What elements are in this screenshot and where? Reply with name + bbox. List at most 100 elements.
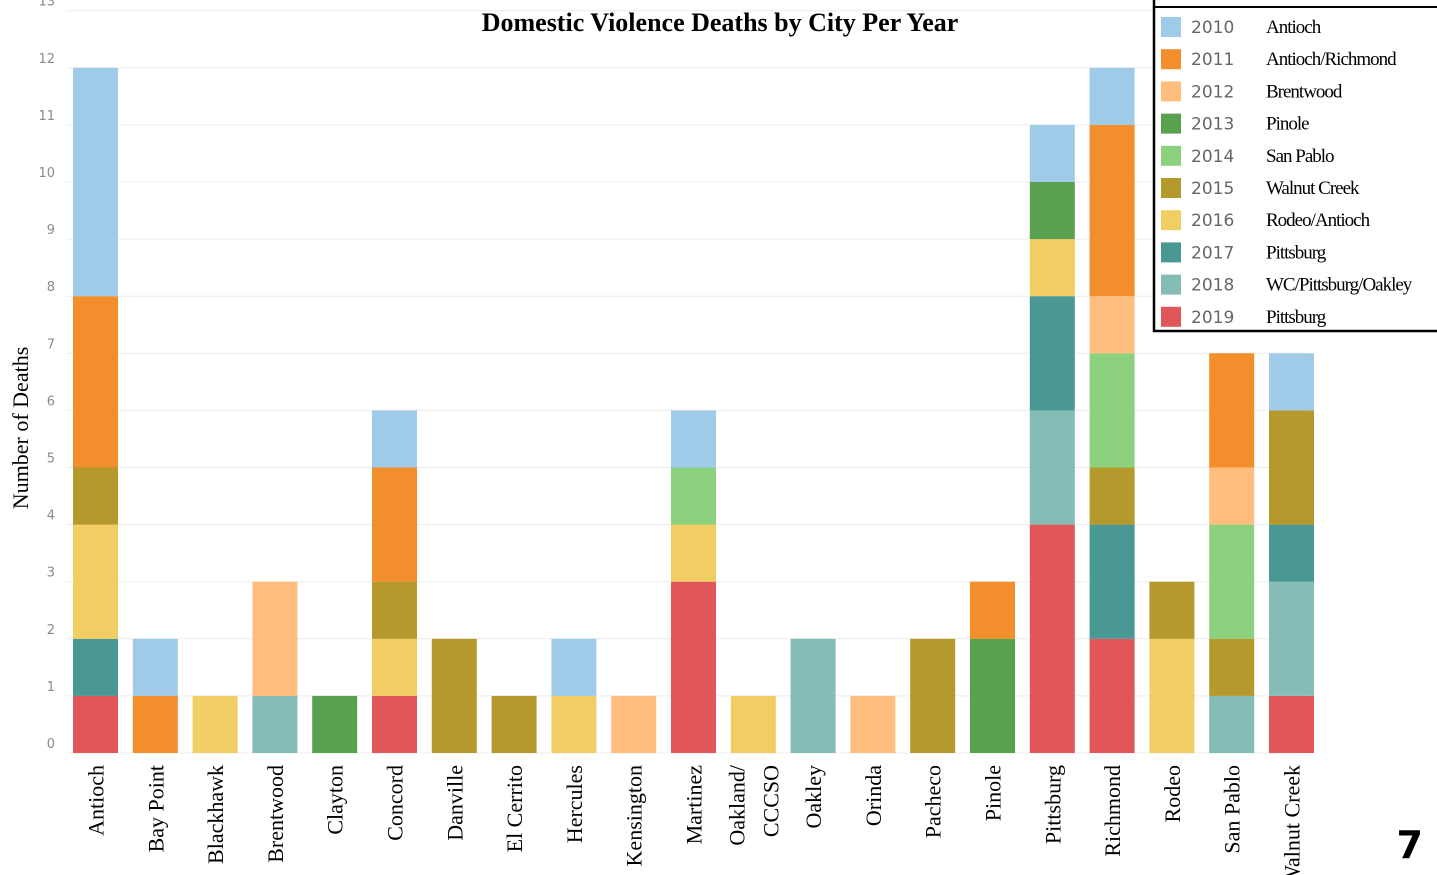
bar-segment (73, 639, 118, 696)
bar-segment (372, 696, 417, 753)
x-category-label: Pittsburg (1040, 765, 1065, 844)
bar-segment (1209, 696, 1254, 753)
bar-segment (671, 410, 716, 467)
y-tick-label: 2 (47, 623, 55, 638)
bar-segment (133, 696, 178, 753)
bar-segment (910, 639, 955, 753)
bar-segment (193, 696, 238, 753)
legend-city: Antioch (1266, 17, 1322, 38)
bar-segment (1209, 353, 1254, 467)
x-category-label: San Pablo (1220, 765, 1245, 854)
legend-year: 2014 (1191, 147, 1234, 167)
bar-segment (73, 68, 118, 296)
x-category-line: San Pablo (1220, 765, 1245, 854)
bar-segment (850, 696, 895, 753)
bar-segment (671, 468, 716, 525)
bar-segment (1030, 525, 1075, 753)
legend: 2010 Antioch 2011 Antioch/Richmond 2012 Brent… (1154, 0, 1437, 331)
bar-segment (1090, 68, 1135, 125)
bar-segment (551, 696, 596, 753)
bar-segment (970, 582, 1015, 639)
y-tick-label: 10 (38, 166, 55, 181)
bar-segment (73, 296, 118, 467)
bar-segment (731, 696, 776, 753)
y-tick-label: 1 (47, 680, 55, 695)
bar-segment (551, 639, 596, 696)
bar-segment (1269, 410, 1314, 524)
legend-swatch (1161, 178, 1181, 198)
bar-segment (1269, 525, 1314, 582)
legend-city: Pittsburg (1266, 307, 1327, 328)
x-category-line: Orinda (861, 765, 886, 826)
y-tick-label: 4 (47, 509, 55, 524)
x-category-line: Bay Point (143, 765, 168, 852)
legend-city: Antioch/Richmond (1266, 49, 1397, 70)
bar-segment (372, 639, 417, 696)
y-tick-label: 13 (38, 0, 55, 10)
bar-segment (1149, 582, 1194, 639)
x-category-line: CCCSO (758, 765, 783, 837)
bar-segment (1030, 239, 1075, 296)
y-tick-label: 6 (47, 394, 55, 409)
x-category-label: Martinez (682, 765, 707, 845)
legend-city: Walnut Creek (1266, 178, 1360, 199)
x-category-line: Richmond (1100, 765, 1125, 857)
x-category-line: Danville (442, 765, 467, 841)
x-category-label: Blackhawk (203, 765, 228, 864)
x-category-line: Martinez (682, 765, 707, 845)
x-category-label: Kensington (622, 765, 647, 866)
x-category-line: Blackhawk (203, 765, 228, 864)
x-category-label: Pinole (981, 765, 1006, 821)
bar-segment (372, 468, 417, 582)
legend-swatch (1161, 114, 1181, 134)
bar-segment (1090, 525, 1135, 639)
x-category-label: Clayton (323, 765, 348, 835)
x-category-line: Kensington (622, 765, 647, 866)
x-category-label: Walnut Creek (1280, 765, 1305, 875)
bar-segment (1030, 125, 1075, 182)
chart-title: Domestic Violence Deaths by City Per Yea… (482, 8, 959, 37)
legend-swatch (1161, 81, 1181, 101)
bar-segment (611, 696, 656, 753)
bar-segment (432, 639, 477, 753)
x-category-line: Pittsburg (1040, 765, 1065, 844)
bar-segment (133, 639, 178, 696)
legend-year: 2010 (1191, 18, 1234, 38)
x-category-line: Oakley (801, 765, 826, 829)
x-category-label: Antioch (84, 765, 109, 836)
x-category-line: Clayton (323, 765, 348, 835)
bar-segment (671, 582, 716, 753)
bar-segment (1090, 639, 1135, 753)
bar-segment (1030, 410, 1075, 524)
y-tick-label: 9 (47, 223, 55, 238)
x-category-line: Concord (383, 765, 408, 841)
bar-segment (73, 696, 118, 753)
x-category-label: Orinda (861, 765, 886, 826)
y-tick-label: 5 (47, 452, 55, 467)
legend-year: 2017 (1191, 243, 1234, 263)
x-category-label: Concord (383, 765, 408, 841)
x-category-label: Oakley (801, 765, 826, 829)
legend-swatch (1161, 49, 1181, 69)
y-tick-label: 3 (47, 566, 55, 581)
y-tick-label: 11 (38, 109, 55, 124)
legend-swatch (1161, 17, 1181, 37)
legend-city: Rodeo/Antioch (1266, 210, 1371, 231)
bar-segment (791, 639, 836, 753)
bar-segment (372, 410, 417, 467)
bar-segment (1269, 696, 1314, 753)
x-category-label: El Cerrito (502, 765, 527, 852)
x-category-line: Hercules (562, 765, 587, 843)
bar-segment (312, 696, 357, 753)
bar-segment (1269, 353, 1314, 410)
bar-segment (73, 468, 118, 525)
x-category-label: Rodeo (1160, 765, 1185, 822)
x-category-label: Bay Point (143, 765, 168, 852)
x-category-line: Pinole (981, 765, 1006, 821)
x-category-line: Pacheco (921, 765, 946, 838)
bar-segment (73, 525, 118, 639)
bar-segment (1269, 582, 1314, 696)
bar-segment (1209, 525, 1254, 639)
